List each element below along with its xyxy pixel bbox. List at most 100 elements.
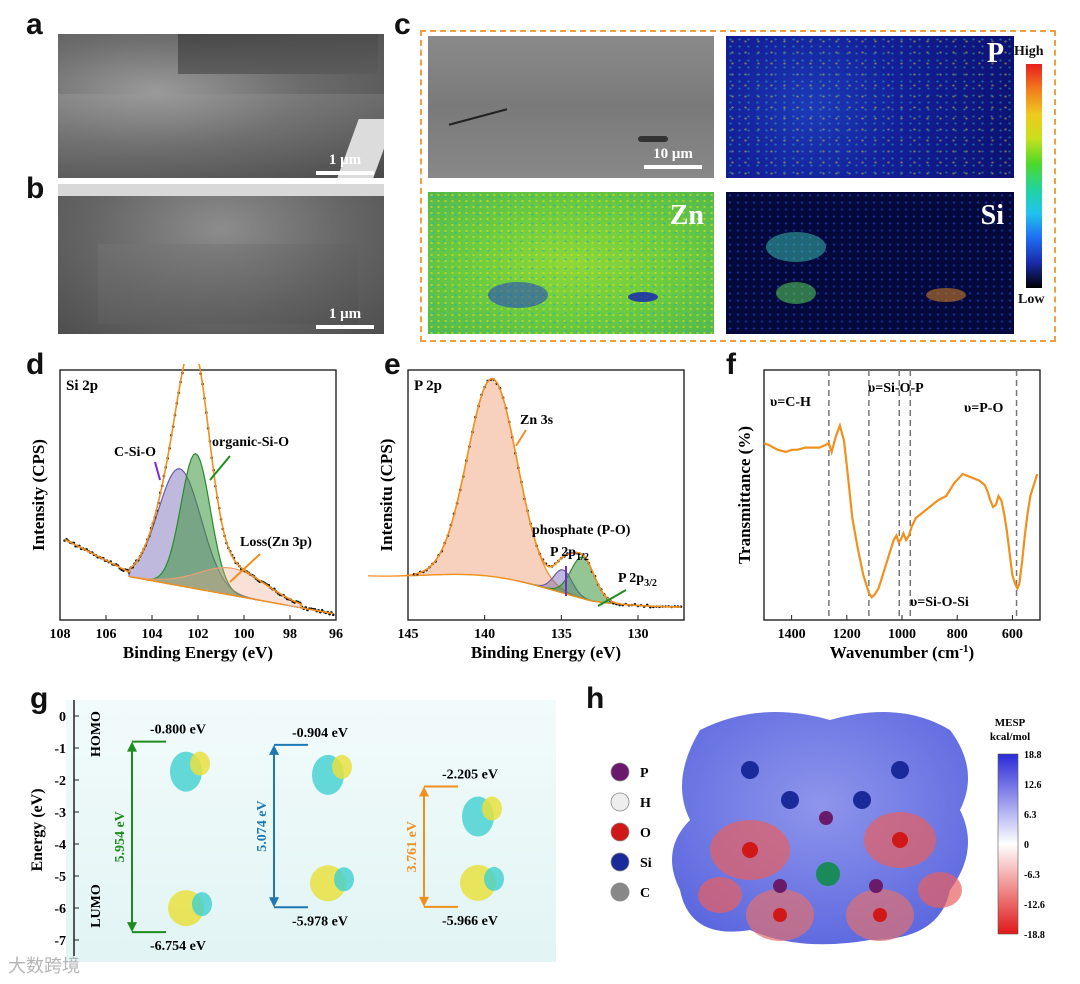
annotation-c-si-o: C-Si-O (114, 445, 156, 460)
mesp-tick-label: -6.3 (1024, 870, 1040, 881)
mesp-unit: kcal/mol (990, 731, 1030, 743)
eds-label-zn: Zn (670, 200, 704, 232)
x-axis-label-end: ) (969, 643, 975, 662)
mesp-title: MESP (995, 717, 1026, 729)
legend-atom-h (611, 793, 629, 811)
y-tick-label: -7 (54, 934, 66, 949)
y-tick-label: -6 (54, 902, 66, 917)
annotation-c-h: υ=C-H (770, 395, 811, 410)
x-tick-label: 1200 (833, 627, 861, 642)
panel-label-b: b (26, 174, 44, 204)
x-tick-label: 140 (474, 627, 495, 642)
x-tick-label: 800 (947, 627, 968, 642)
legend-atom-si (611, 853, 629, 871)
x-tick-label: 106 (96, 627, 117, 642)
legend-label-c: C (640, 886, 650, 901)
annotation-si-o-si: υ=Si-O-Si (910, 595, 969, 610)
annotation-p2p32: P 2p3/2 (618, 571, 657, 589)
homo-label: HOMO (89, 711, 104, 757)
legend-atom-p (611, 763, 629, 781)
y-axis-label: Intensitu (CPS) (377, 439, 396, 552)
x-axis-label-sup: -1 (959, 643, 968, 655)
gap-value: 5.074 eV (255, 800, 270, 851)
lumo-label: LUMO (89, 884, 104, 928)
x-tick-label: 600 (1002, 627, 1023, 642)
lumo-value: -5.966 eV (442, 914, 498, 929)
y-tick-label: -5 (54, 870, 66, 885)
gap-arrow-head (127, 742, 137, 752)
gap-value: 5.954 eV (113, 811, 128, 862)
scale-bar-c: 10 μm (644, 146, 702, 169)
x-axis-label: Binding Energy (eV) (123, 643, 273, 662)
lumo-orbital-lobe (484, 867, 504, 891)
mesp-tick-label: 6.3 (1024, 810, 1037, 821)
eds-colorbar (1026, 64, 1042, 288)
arrow-zn-3s (516, 430, 526, 446)
y-tick-label: 0 (59, 710, 66, 725)
eds-label-p: P (987, 38, 1004, 70)
homo-value: -0.800 eV (150, 723, 206, 738)
y-tick-label: -1 (54, 742, 66, 757)
y-tick-label: -3 (54, 806, 66, 821)
x-tick-label: 98 (283, 627, 297, 642)
chart-title: Si 2p (66, 378, 98, 394)
annotation-p2p12: P 2p1/2 (550, 545, 589, 563)
sem-image-b: 1 μm (58, 184, 384, 334)
xps-si2p-chart: 108 106 104 102 100 98 96 Binding Energy (eV) In… (28, 364, 364, 682)
watermark: 大数跨境 (8, 952, 80, 978)
eds-label-si: Si (981, 200, 1004, 232)
annotation-p2p12-sub: 1/2 (576, 552, 589, 563)
lumo-orbital-lobe (334, 867, 354, 891)
x-tick-label: 145 (398, 627, 419, 642)
mesp-colorbar (998, 754, 1018, 934)
panel-label-a: a (26, 10, 43, 40)
x-tick-label: 102 (188, 627, 209, 642)
x-axis-label: Wavenumber (cm-1) (830, 643, 974, 662)
homo-orbital-lobe (482, 797, 502, 821)
y-tick-label: -2 (54, 774, 66, 789)
eds-map-p: P (726, 36, 1014, 178)
gap-arrow-head (127, 922, 137, 932)
gap-arrow-head (419, 787, 429, 797)
chart-title: P 2p (414, 378, 442, 394)
ftir-chart: 1400 1200 1000 800 600 Wavenumber (cm-1) Trans… (734, 364, 1054, 682)
scale-bar-b: 1 μm (316, 306, 374, 329)
eds-map-si: Si (726, 192, 1014, 334)
mesp-panel: PHOSiC MESPkcal/mol18.812.66.30-6.3-12.6… (600, 690, 1070, 970)
x-tick-label: 100 (234, 627, 255, 642)
lumo-value: -6.754 eV (150, 939, 206, 954)
gap-value: 3.761 eV (405, 821, 420, 872)
x-tick-label: 1000 (888, 627, 916, 642)
annotation-phosphate: phosphate (P-O) (532, 523, 631, 538)
ftir-spectrum (764, 426, 1037, 598)
legend-atom-o (611, 823, 629, 841)
x-tick-label: 96 (329, 627, 343, 642)
annotation-loss-zn-3p: Loss(Zn 3p) (240, 535, 312, 550)
y-axis-label: Transmittance (%) (735, 426, 754, 564)
gap-arrow-head (269, 745, 279, 755)
y-tick-label: -4 (54, 838, 66, 853)
mesp-tick-label: -18.8 (1024, 930, 1045, 941)
x-axis-label: Binding Energy (eV) (471, 643, 621, 662)
annotation-si-o-p: υ=Si-O-P (868, 381, 924, 396)
colorbar-low-label: Low (1018, 292, 1044, 308)
xps-p2p-chart: 145 140 135 130Binding Energy (eV)Intensitu… (368, 364, 698, 682)
eds-map-zn: Zn (428, 192, 714, 334)
annotation-p2p32-sub: 3/2 (644, 578, 657, 589)
x-tick-label: 1400 (778, 627, 806, 642)
sem-image-c: 10 μm (428, 36, 714, 178)
legend-label-p: P (640, 766, 649, 781)
x-tick-label: 130 (628, 627, 649, 642)
lumo-orbital-lobe (192, 892, 212, 916)
legend-label-o: O (640, 826, 651, 841)
x-tick-label: 104 (142, 627, 163, 642)
gap-arrow-head (269, 897, 279, 907)
mesp-tick-label: 18.8 (1024, 750, 1042, 761)
panel-label-c: c (394, 10, 411, 40)
annotation-organic-si-o: organic-Si-O (212, 435, 289, 450)
mesp-tick-label: 12.6 (1024, 780, 1042, 791)
mesp-tick-label: 0 (1024, 840, 1029, 851)
legend-atom-c (611, 883, 629, 901)
mesp-tick-label: -12.6 (1024, 900, 1045, 911)
colorbar-high-label: High (1014, 44, 1044, 60)
